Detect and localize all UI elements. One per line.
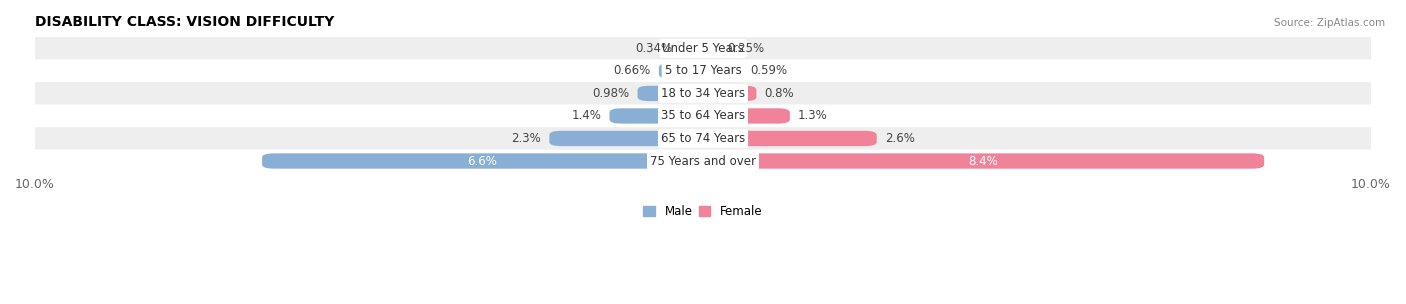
Text: 2.6%: 2.6% xyxy=(884,132,914,145)
Text: 0.66%: 0.66% xyxy=(613,64,651,78)
Text: 6.6%: 6.6% xyxy=(468,154,498,168)
Text: 8.4%: 8.4% xyxy=(969,154,998,168)
FancyBboxPatch shape xyxy=(703,108,790,124)
FancyBboxPatch shape xyxy=(35,150,1371,172)
FancyBboxPatch shape xyxy=(35,60,1371,82)
FancyBboxPatch shape xyxy=(703,153,1264,169)
Text: Under 5 Years: Under 5 Years xyxy=(662,42,744,55)
FancyBboxPatch shape xyxy=(703,131,877,146)
Text: Source: ZipAtlas.com: Source: ZipAtlas.com xyxy=(1274,18,1385,28)
FancyBboxPatch shape xyxy=(35,105,1371,127)
Text: 65 to 74 Years: 65 to 74 Years xyxy=(661,132,745,145)
Text: 75 Years and over: 75 Years and over xyxy=(650,154,756,168)
FancyBboxPatch shape xyxy=(550,131,703,146)
FancyBboxPatch shape xyxy=(681,41,703,56)
FancyBboxPatch shape xyxy=(609,108,703,124)
Text: 0.8%: 0.8% xyxy=(765,87,794,100)
FancyBboxPatch shape xyxy=(35,127,1371,150)
Text: 18 to 34 Years: 18 to 34 Years xyxy=(661,87,745,100)
FancyBboxPatch shape xyxy=(703,41,720,56)
Text: 1.3%: 1.3% xyxy=(797,109,828,123)
Text: 0.25%: 0.25% xyxy=(728,42,765,55)
Text: 5 to 17 Years: 5 to 17 Years xyxy=(665,64,741,78)
Text: 0.98%: 0.98% xyxy=(592,87,630,100)
Text: 0.59%: 0.59% xyxy=(751,64,787,78)
Legend: Male, Female: Male, Female xyxy=(638,201,768,223)
FancyBboxPatch shape xyxy=(35,37,1371,60)
Text: DISABILITY CLASS: VISION DIFFICULTY: DISABILITY CLASS: VISION DIFFICULTY xyxy=(35,15,335,29)
Text: 35 to 64 Years: 35 to 64 Years xyxy=(661,109,745,123)
FancyBboxPatch shape xyxy=(659,63,703,78)
FancyBboxPatch shape xyxy=(262,153,703,169)
Text: 2.3%: 2.3% xyxy=(512,132,541,145)
FancyBboxPatch shape xyxy=(35,82,1371,105)
Text: 1.4%: 1.4% xyxy=(572,109,602,123)
Text: 0.34%: 0.34% xyxy=(636,42,672,55)
FancyBboxPatch shape xyxy=(703,86,756,101)
FancyBboxPatch shape xyxy=(703,63,742,78)
FancyBboxPatch shape xyxy=(637,86,703,101)
